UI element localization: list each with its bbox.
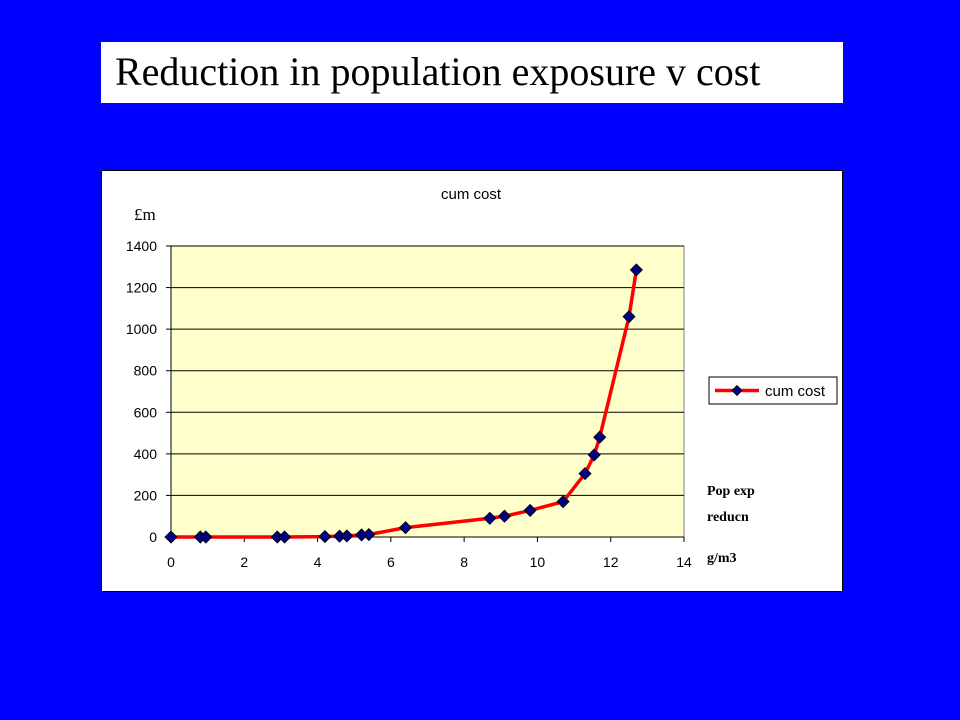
chart-title: cum cost [441,186,502,203]
data-point [278,530,292,544]
y-tick-label: 200 [134,487,158,503]
data-point [587,448,601,462]
y-tick-label: 1000 [126,321,157,337]
y-tick-label: 1400 [126,238,157,254]
x-tick-label: 2 [240,554,248,570]
x-tick-label: 0 [167,554,175,570]
chart-box: 0 200 400 600 800 1000 1200 1400 0 2 4 6 8 10 12 14 cum … [101,170,843,592]
x-axis-label-line-2: reducn [707,510,749,525]
y-tick-label: 0 [149,529,157,545]
y-tick-label: 400 [134,446,158,462]
y-tick-label: 800 [134,363,158,379]
x-tick-label: 6 [387,554,395,570]
data-point [340,529,354,543]
data-point [629,263,643,277]
plot-area [170,245,685,538]
data-point [362,527,376,542]
data-point [398,521,413,535]
data-point [199,530,213,544]
data-point [483,511,497,525]
data-point [497,509,512,523]
data-point [622,310,636,324]
data-point [164,530,178,544]
x-axis-label-line-1: Pop exp [707,484,755,499]
data-point [318,530,332,544]
data-point [578,467,592,481]
data-point [593,430,607,444]
x-tick-label: 8 [460,554,468,570]
legend-marker [731,384,743,397]
data-point [556,495,570,509]
chart-svg: 0 200 400 600 800 1000 1200 1400 0 2 4 6 8 10 12 14 cum … [101,170,843,592]
data-point [523,503,537,517]
x-tick-label: 12 [603,554,619,570]
y-tick-label: 1200 [126,280,157,296]
title-box: Reduction in population exposure v cost [101,42,843,103]
y-tick-label: 600 [134,404,158,420]
x-axis-label-line-3: g/m3 [707,551,737,566]
y-axis-label: £m [134,205,156,224]
x-tick-label: 10 [530,554,546,570]
x-tick-label: 14 [676,554,692,570]
legend-label: cum cost [765,383,826,400]
slide-title: Reduction in population exposure v cost [115,49,761,94]
x-tick-label: 4 [314,554,322,570]
